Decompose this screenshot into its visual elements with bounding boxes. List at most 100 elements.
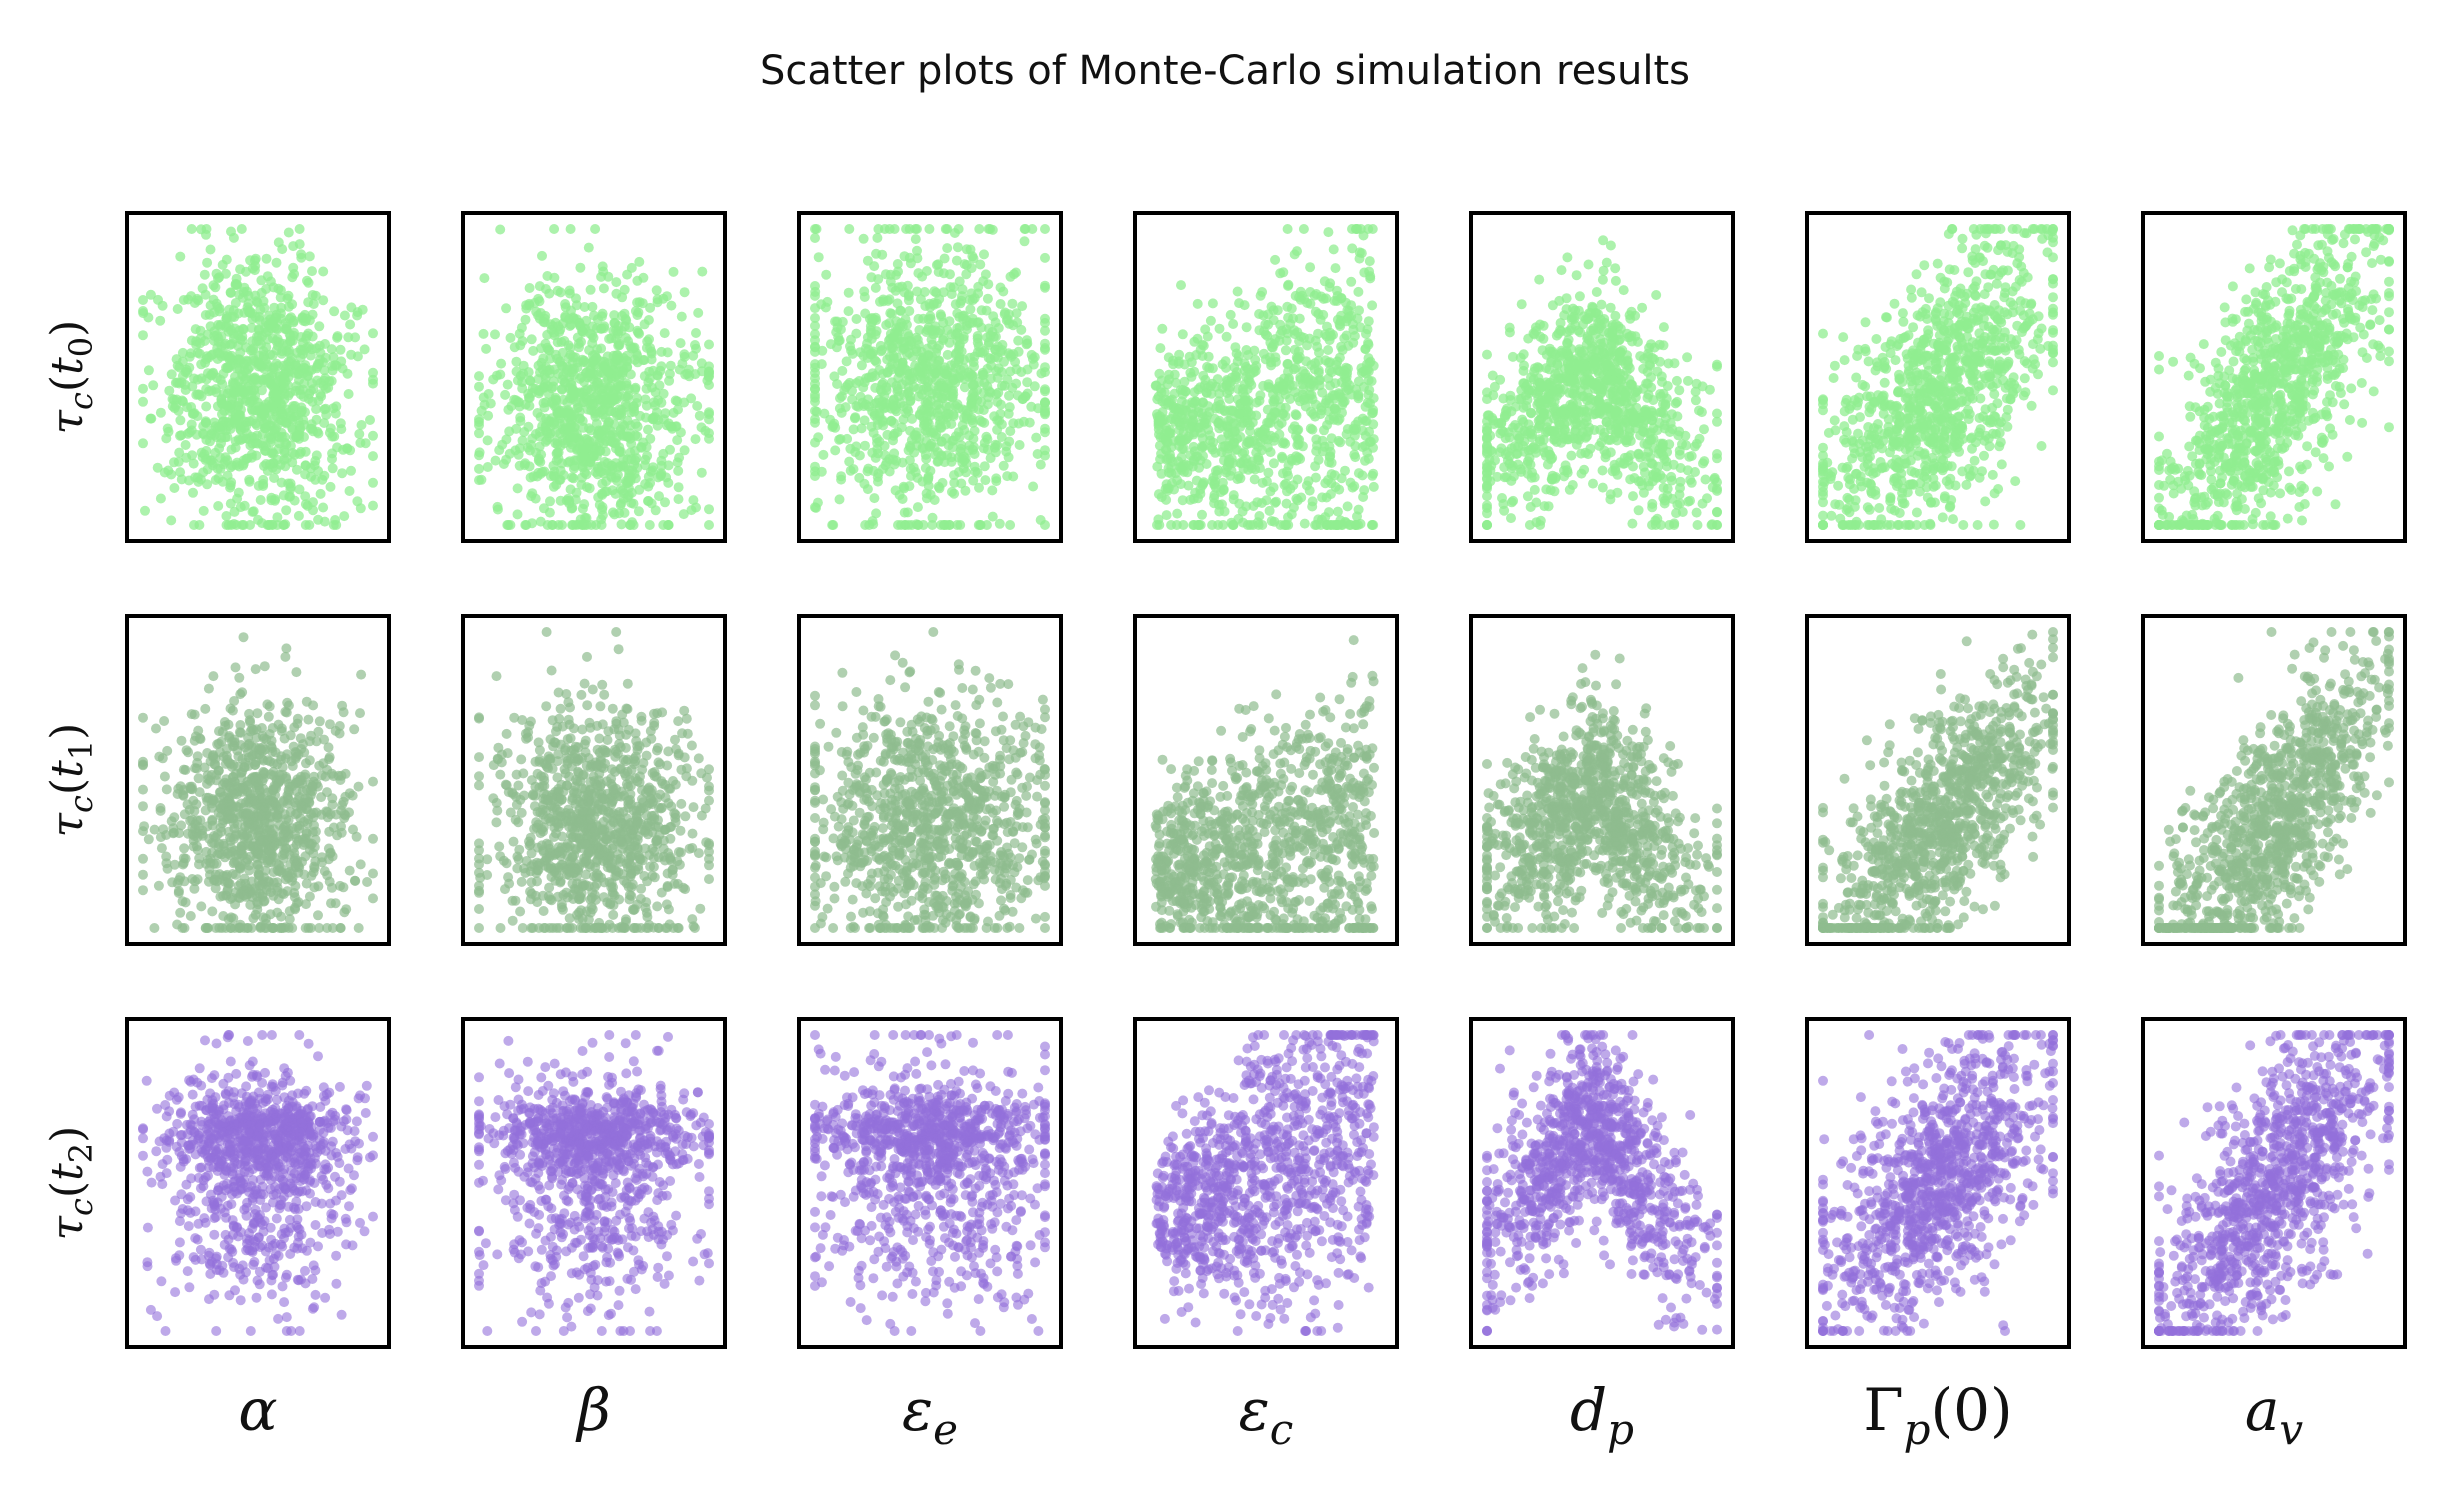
scatter-point bbox=[1274, 420, 1284, 430]
scatter-point bbox=[1268, 396, 1278, 406]
scatter-point bbox=[991, 447, 1001, 457]
scatter-point bbox=[533, 408, 543, 418]
scatter-point bbox=[1569, 434, 1579, 444]
scatter-point bbox=[233, 402, 243, 412]
scatter-point bbox=[899, 483, 909, 493]
scatter-point bbox=[614, 410, 624, 420]
scatter-point bbox=[1363, 338, 1373, 348]
scatter-point bbox=[810, 397, 820, 407]
scatter-point bbox=[933, 381, 943, 391]
scatter-point bbox=[644, 315, 654, 325]
scatter-point bbox=[1291, 431, 1301, 441]
scatter-point bbox=[1036, 460, 1046, 470]
scatter-point bbox=[565, 393, 575, 403]
scatter-point bbox=[844, 224, 854, 234]
row-label-paren: ) bbox=[42, 723, 93, 740]
scatter-point bbox=[549, 417, 559, 427]
scatter-point bbox=[810, 406, 820, 416]
scatter-point bbox=[1361, 329, 1371, 339]
scatter-point bbox=[490, 329, 500, 339]
scatter-point bbox=[192, 430, 202, 440]
scatter-point bbox=[263, 334, 273, 344]
scatter-point bbox=[1242, 397, 1252, 407]
scatter-point bbox=[922, 266, 932, 276]
scatter-point bbox=[188, 488, 198, 498]
scatter-point bbox=[647, 355, 657, 365]
scatter-point bbox=[474, 464, 484, 474]
scatter-point bbox=[902, 404, 912, 414]
scatter-point bbox=[1482, 491, 1492, 501]
scatter-point bbox=[941, 391, 951, 401]
scatter-point bbox=[1172, 509, 1182, 519]
scatter-point bbox=[867, 313, 877, 323]
scatter-point bbox=[368, 368, 378, 378]
scatter-point bbox=[955, 520, 965, 530]
scatter-panel bbox=[127, 213, 389, 541]
scatter-point bbox=[1613, 470, 1623, 480]
scatter-point bbox=[920, 287, 930, 297]
scatter-point bbox=[1365, 271, 1375, 281]
scatter-point bbox=[1283, 281, 1293, 291]
scatter-point bbox=[306, 463, 316, 473]
scatter-point bbox=[871, 249, 881, 259]
scatter-point bbox=[977, 305, 987, 315]
scatter-point bbox=[1330, 470, 1340, 480]
scatter-point bbox=[961, 467, 971, 477]
scatter-point bbox=[836, 475, 846, 485]
scatter-point bbox=[579, 397, 589, 407]
scatter-point bbox=[1263, 468, 1273, 478]
scatter-point bbox=[638, 273, 648, 283]
scatter-point bbox=[304, 520, 314, 530]
scatter-point bbox=[1245, 426, 1255, 436]
scatter-point bbox=[666, 301, 676, 311]
scatter-point bbox=[1325, 366, 1335, 376]
scatter-point bbox=[1215, 324, 1225, 334]
scatter-point bbox=[1333, 291, 1343, 301]
scatter-point bbox=[503, 520, 513, 530]
row-label-symbol: τ bbox=[42, 409, 93, 434]
scatter-point bbox=[1615, 335, 1625, 345]
scatter-point bbox=[810, 466, 820, 476]
scatter-point bbox=[1006, 272, 1016, 282]
scatter-point bbox=[1663, 381, 1673, 391]
scatter-point bbox=[974, 520, 984, 530]
scatter-point bbox=[343, 332, 353, 342]
scatter-point bbox=[542, 271, 552, 281]
scatter-point bbox=[318, 503, 328, 513]
scatter-point bbox=[1005, 402, 1015, 412]
scatter-point bbox=[495, 225, 505, 235]
scatter-point bbox=[669, 267, 679, 277]
scatter-point bbox=[615, 384, 625, 394]
scatter-point bbox=[834, 435, 844, 445]
scatter-point bbox=[1712, 417, 1722, 427]
scatter-point bbox=[297, 345, 307, 355]
scatter-point bbox=[638, 298, 648, 308]
scatter-point bbox=[673, 457, 683, 467]
scatter-point bbox=[590, 224, 600, 234]
scatter-point bbox=[690, 340, 700, 350]
scatter-point bbox=[873, 224, 883, 234]
scatter-point bbox=[599, 364, 609, 374]
row-label-paren: ( bbox=[42, 778, 93, 795]
scatter-point bbox=[1215, 400, 1225, 410]
scatter-point bbox=[988, 512, 998, 522]
scatter-point bbox=[306, 424, 316, 434]
scatter-point bbox=[1017, 301, 1027, 311]
row-label-paren: ) bbox=[42, 1126, 93, 1143]
scatter-point bbox=[1675, 450, 1685, 460]
scatter-point bbox=[885, 224, 895, 234]
scatter-point bbox=[1666, 472, 1676, 482]
scatter-point bbox=[1625, 474, 1635, 484]
scatter-point bbox=[965, 304, 975, 314]
scatter-point bbox=[263, 271, 273, 281]
scatter-point bbox=[925, 411, 935, 421]
scatter-point bbox=[905, 443, 915, 453]
scatter-point bbox=[1163, 483, 1173, 493]
scatter-point bbox=[996, 400, 1006, 410]
scatter-point bbox=[623, 432, 633, 442]
scatter-point bbox=[1311, 400, 1321, 410]
scatter-point bbox=[256, 495, 266, 505]
scatter-point bbox=[1254, 309, 1264, 319]
scatter-point bbox=[1324, 441, 1334, 451]
scatter-point bbox=[311, 404, 321, 414]
